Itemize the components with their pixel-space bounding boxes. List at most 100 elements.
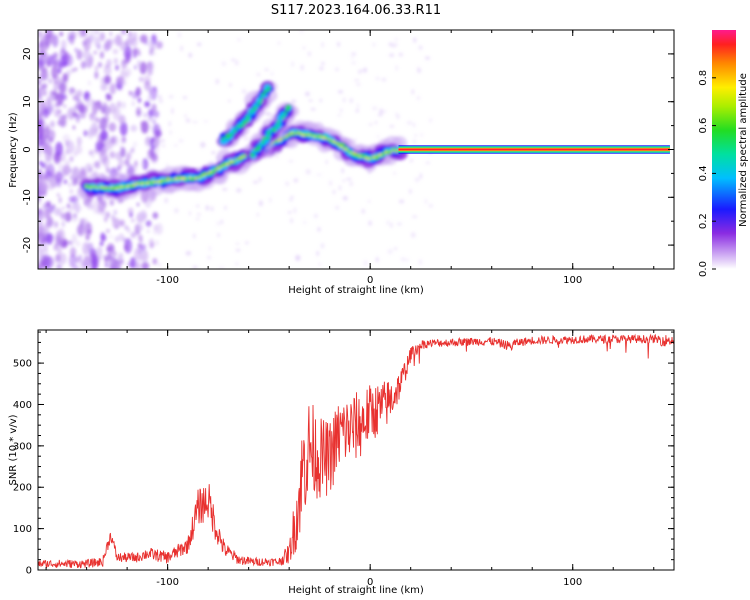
colorbar-gradient [712,30,736,269]
heatmap-blob [67,31,70,37]
heatmap-blob [235,249,241,252]
heatmap-blob [135,182,139,186]
heatmap-blob [112,217,121,229]
heatmap-blob [386,150,392,155]
heatmap-blob [105,262,109,268]
heatmap-blob [111,257,116,264]
figure-title: S117.2023.164.06.33.R11 [271,3,441,18]
heatmap-blob [72,178,78,185]
heatmap-blob [270,71,274,76]
heatmap-blob [289,198,293,202]
heatmap-blob [47,256,55,266]
heatmap-blob [355,108,359,113]
heatmap-blob [389,125,395,128]
heatmap-blob [404,258,410,261]
heatmap-blob [419,173,423,179]
heatmap-blob [52,207,60,216]
heatmap-blob [388,53,395,58]
heatmap-blob [346,177,352,181]
heatmap-blob [144,101,150,108]
heatmap-blob [106,246,112,252]
heatmap-blob [157,95,162,99]
heatmap-blob [252,180,259,184]
heatmap-blob [131,91,139,100]
heatmap-blob [263,89,268,94]
heatmap-blob [38,210,42,214]
heatmap-blob [314,213,318,218]
heatmap-blob [293,178,299,183]
heatmap-blob [114,34,123,47]
heatmap-blob [38,93,42,99]
heatmap-blob [142,250,149,262]
heatmap-blob [68,88,74,96]
heatmap-blob [132,183,135,187]
heatmap-blob [231,160,235,163]
heatmap-blob [52,204,56,210]
heatmap-blob [171,178,174,181]
heatmap-blob [341,167,344,174]
heatmap-blob [118,233,125,242]
heatmap-blob [313,136,317,138]
heatmap-blob [169,130,172,135]
heatmap-blob [154,180,157,184]
heatmap-blob [133,65,137,70]
heatmap-blob [154,129,162,139]
heatmap-blob [122,137,126,142]
heatmap-blob [363,157,367,160]
heatmap-blob [136,202,140,207]
heatmap-blob [306,133,309,136]
heatmap-blob [106,94,112,101]
heatmap-blob [109,186,112,189]
heatmap-blob [57,246,62,255]
heatmap-blob [161,144,166,148]
heatmap-blob [60,212,65,219]
heatmap-blob [94,65,99,72]
heatmap-blob [275,124,280,128]
heatmap-blob [81,218,88,227]
heatmap-blob [101,200,107,209]
heatmap-blob [420,132,423,138]
heatmap-blob [412,122,416,128]
heatmap-blob [193,233,196,239]
heatmap-blob [147,67,151,72]
heatmap-blob [109,199,115,206]
heatmap-blob [229,160,233,163]
heatmap-blob [76,49,83,61]
colorbar-tick-label: 0.0 [698,261,709,277]
heatmap-blob [152,258,158,265]
heatmap-blob [134,248,142,261]
heatmap-blob [87,133,93,140]
heatmap-blob [62,165,71,176]
heatmap-blob [352,151,356,155]
heatmap-blob [320,243,325,249]
y-tick-label: 10 [22,95,33,108]
heatmap-blob [217,233,220,238]
heatmap-blob [99,117,108,131]
heatmap-blob [414,133,417,137]
heatmap-blob [342,97,346,103]
heatmap-blob [363,154,367,158]
heatmap-blob [40,44,45,52]
heatmap-blob [153,52,157,56]
heatmap-blob [131,36,138,48]
heatmap-blob [332,190,336,195]
heatmap-blob [325,160,328,165]
y-tick-label: 200 [13,483,32,494]
heatmap-blob [171,107,174,115]
heatmap-blob [368,220,372,226]
heatmap-blob [418,259,422,265]
y-tick-label: 300 [13,441,32,452]
heatmap-blob [265,136,271,140]
heatmap-blob [168,120,172,127]
heatmap-blob [381,77,387,82]
heatmap-blob [229,133,235,136]
heatmap-blob [69,189,74,194]
heatmap-blob [398,52,403,57]
heatmap-blob [138,223,144,231]
heatmap-blob [69,254,77,269]
heatmap-blob [289,132,292,135]
heatmap-blob [100,130,108,141]
heatmap-blob [374,121,378,124]
heatmap-blob [129,184,133,189]
